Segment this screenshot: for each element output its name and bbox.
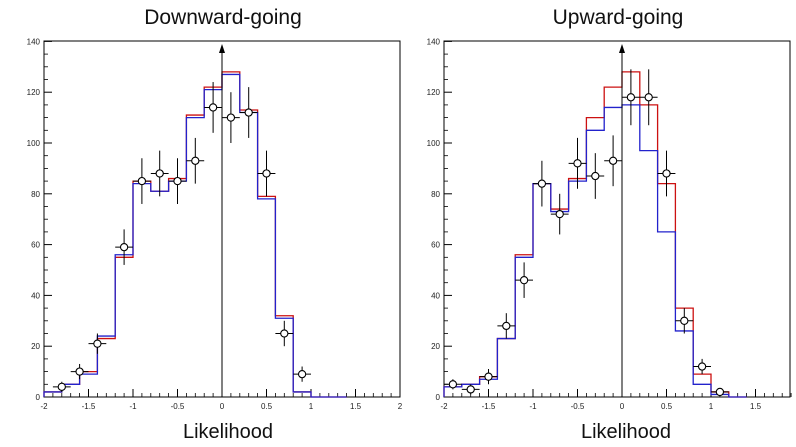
- data-point: [119, 242, 129, 252]
- data-point: [93, 339, 102, 348]
- y-tick-label: 0: [436, 393, 441, 402]
- upward-going-panel: Upward-going 0 20 40 60 80 100 120 140 -2 -1.5 -1 -…: [427, 6, 792, 443]
- data-point: [262, 169, 271, 178]
- data-point: [155, 169, 164, 178]
- data-point: [555, 209, 564, 219]
- data-point: [280, 329, 289, 338]
- plot-frame: [443, 40, 791, 398]
- histogram-line: [43, 71, 347, 398]
- axes-group: 0 20 40 60 80 100 120 140 -2 -1.5 -1 -0.5 0 0.5 1 1.5 2: [27, 37, 403, 411]
- y-tick-label: 140: [427, 37, 441, 46]
- histogram-line: [443, 71, 747, 398]
- data-point: [448, 380, 458, 389]
- arrow-head: [619, 44, 625, 53]
- data-point: [208, 103, 218, 112]
- x-tick-label: -1: [129, 402, 137, 411]
- x-tick-label: 1.5: [350, 402, 362, 411]
- data-point: [715, 387, 725, 397]
- y-tick-label: 80: [31, 190, 40, 199]
- y-tick-label: 140: [27, 37, 41, 46]
- x-tick-label: -0.5: [171, 402, 185, 411]
- y-tick-label: 60: [31, 241, 40, 250]
- data-point: [137, 176, 147, 186]
- marks-group: [43, 44, 347, 398]
- data-point: [484, 372, 493, 381]
- x-tick-label: 0: [620, 402, 625, 411]
- data-point: [191, 156, 200, 165]
- y-tick-label: 0: [36, 393, 41, 402]
- data-point: [75, 367, 84, 376]
- x-tick-label: -0.5: [571, 402, 585, 411]
- y-tick-label: 20: [31, 342, 40, 351]
- panel-title: Upward-going: [553, 6, 684, 29]
- y-tick-label: 120: [27, 88, 41, 97]
- x-tick-label: 1.5: [750, 402, 762, 411]
- y-tick-label: 120: [427, 88, 441, 97]
- data-point: [57, 382, 66, 391]
- y-tick-label: 40: [431, 291, 440, 300]
- data-point: [680, 316, 689, 325]
- y-tick-label: 40: [31, 291, 40, 300]
- data-point: [244, 108, 253, 117]
- arrow-head: [219, 44, 225, 53]
- x-tick-label: -2: [40, 402, 48, 411]
- axes-group: 0 20 40 60 80 100 120 140 -2 -1.5 -1 -0.5 0 0.5 1 1.5: [427, 37, 792, 411]
- y-tick-label: 80: [431, 190, 440, 199]
- data-point: [297, 369, 307, 379]
- data-point: [573, 159, 582, 168]
- x-axis-label: Likelihood: [581, 421, 671, 443]
- x-tick-label: 0.5: [261, 402, 273, 411]
- x-tick-label: -1.5: [482, 402, 496, 411]
- x-tick-label: 0: [220, 402, 225, 411]
- data-point: [537, 179, 547, 188]
- data-point: [502, 321, 511, 331]
- y-tick-label: 100: [427, 139, 441, 148]
- x-tick-label: 1: [309, 402, 314, 411]
- y-tick-label: 20: [431, 342, 440, 351]
- data-point: [519, 276, 529, 285]
- data-point: [226, 113, 236, 122]
- histogram-line: [443, 104, 747, 398]
- marks-group: [443, 44, 747, 398]
- data-point: [173, 176, 182, 186]
- histogram-line: [43, 73, 347, 398]
- y-tick-label: 100: [27, 139, 41, 148]
- x-tick-label: 2: [398, 402, 403, 411]
- y-tick-label: 60: [431, 241, 440, 250]
- panel-title: Downward-going: [144, 6, 302, 29]
- data-point: [626, 93, 636, 102]
- data-point: [608, 156, 618, 165]
- x-axis-label: Likelihood: [183, 421, 273, 443]
- x-tick-label: -1: [529, 402, 537, 411]
- data-point: [644, 93, 653, 102]
- data-point: [662, 169, 671, 178]
- data-point: [591, 171, 600, 181]
- data-point: [697, 362, 707, 371]
- x-tick-label: -2: [440, 402, 448, 411]
- x-tick-label: -1.5: [82, 402, 96, 411]
- data-point: [466, 385, 475, 394]
- x-tick-label: 1: [709, 402, 714, 411]
- x-tick-label: 0.5: [661, 402, 673, 411]
